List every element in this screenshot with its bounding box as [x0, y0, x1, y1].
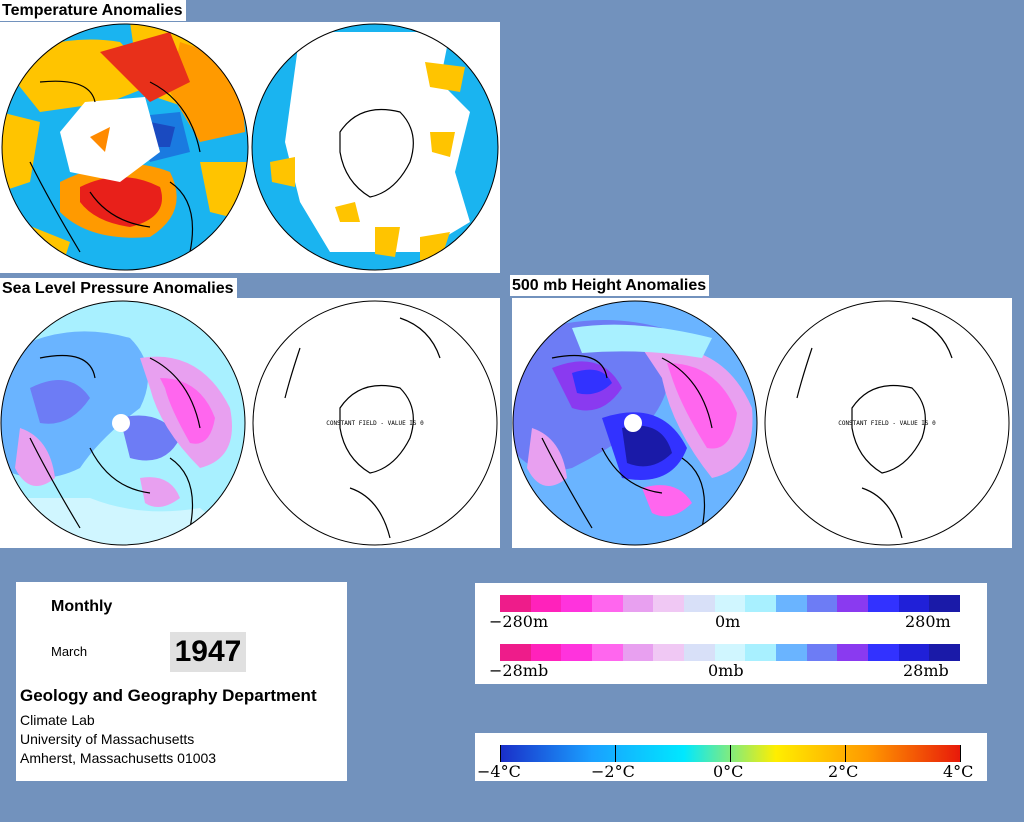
height-title: 500 mb Height Anomalies: [510, 275, 710, 296]
height-swatch: [530, 595, 562, 612]
height-panel: CONSTANT FIELD - VALUE IS 0: [512, 298, 1012, 548]
info-line-address: Amherst, Massachusetts 01003: [20, 750, 217, 766]
month-label: March: [51, 644, 88, 659]
info-line-lab: Climate Lab: [20, 712, 95, 728]
height-swatch: [622, 595, 654, 612]
height-pressure-legend: −280m 0m 280m −28mb 0mb 28mb: [475, 583, 987, 684]
height-swatch: [500, 595, 531, 612]
pressure-label-zero: 0mb: [708, 661, 744, 680]
height-swatch: [929, 595, 961, 612]
height-swatch: [714, 595, 746, 612]
pressure-label-min: −28mb: [489, 661, 549, 680]
north-pole-marker: [112, 414, 130, 432]
height-swatch: [806, 595, 838, 612]
height-label-max: 280m: [905, 612, 951, 631]
year-label: 1947: [170, 632, 246, 672]
temperature-tick: [500, 745, 501, 762]
height-swatch: [898, 595, 930, 612]
pressure-swatch: [592, 644, 623, 661]
sh-temperature-map: [252, 24, 498, 270]
height-swatch: [868, 595, 899, 612]
height-label-min: −280m: [489, 612, 549, 631]
temperature-tick: [615, 745, 616, 762]
height-label-zero: 0m: [715, 612, 741, 631]
temperature-colorbar: [500, 745, 961, 762]
period-label: Monthly: [51, 598, 113, 615]
pressure-swatch: [714, 644, 746, 661]
north-pole-marker: [624, 414, 642, 432]
temp-label-plus4: 4°C: [943, 762, 974, 781]
temperature-title: Temperature Anomalies: [0, 0, 186, 21]
info-line-university: University of Massachusetts: [20, 731, 195, 747]
temp-label-minus4: −4°C: [477, 762, 521, 781]
temperature-panel: [0, 22, 500, 273]
pressure-swatch: [745, 644, 777, 661]
pressure-swatch: [622, 644, 654, 661]
pressure-swatch: [561, 644, 593, 661]
temp-label-zero: 0°C: [713, 762, 744, 781]
temperature-maps: [1, 23, 499, 271]
temperature-tick: [960, 745, 961, 762]
pressure-swatch: [530, 644, 562, 661]
height-constant-field-text: CONSTANT FIELD - VALUE IS 0: [838, 420, 936, 427]
info-panel: Monthly March 1947 Geology and Geography…: [16, 582, 347, 781]
pressure-colorbar: [500, 644, 961, 661]
pressure-label-max: 28mb: [903, 661, 949, 680]
height-swatch: [776, 595, 807, 612]
height-colorbar: [500, 595, 961, 612]
slp-constant-field-text: CONSTANT FIELD - VALUE IS 0: [326, 420, 424, 427]
pressure-swatch: [929, 644, 961, 661]
pressure-swatch: [837, 644, 869, 661]
height-swatch: [561, 595, 593, 612]
slp-panel: CONSTANT FIELD - VALUE IS 0: [0, 298, 500, 548]
height-swatch: [592, 595, 623, 612]
height-maps: CONSTANT FIELD - VALUE IS 0: [512, 300, 1010, 546]
sh-slp-map: [252, 300, 498, 546]
nh-temperature-map: [2, 24, 248, 270]
temperature-tick: [730, 745, 731, 762]
temp-label-plus2: 2°C: [828, 762, 859, 781]
pressure-swatch: [806, 644, 838, 661]
pressure-swatch: [776, 644, 807, 661]
pressure-swatch: [653, 644, 685, 661]
height-swatch: [684, 595, 715, 612]
nh-height-map: [513, 301, 757, 545]
sh-height-map: [764, 300, 1010, 546]
pressure-swatch: [500, 644, 531, 661]
department-label: Geology and Geography Department: [20, 686, 317, 705]
height-swatch: [653, 595, 685, 612]
pressure-swatch: [868, 644, 899, 661]
temperature-tick: [845, 745, 846, 762]
pressure-swatch: [898, 644, 930, 661]
height-swatch: [837, 595, 869, 612]
height-swatch: [745, 595, 777, 612]
temperature-legend: −4°C −2°C 0°C 2°C 4°C: [475, 733, 987, 781]
slp-title: Sea Level Pressure Anomalies: [0, 278, 237, 299]
slp-maps: CONSTANT FIELD - VALUE IS 0: [0, 300, 498, 546]
pressure-swatch: [684, 644, 715, 661]
temp-label-minus2: −2°C: [591, 762, 635, 781]
